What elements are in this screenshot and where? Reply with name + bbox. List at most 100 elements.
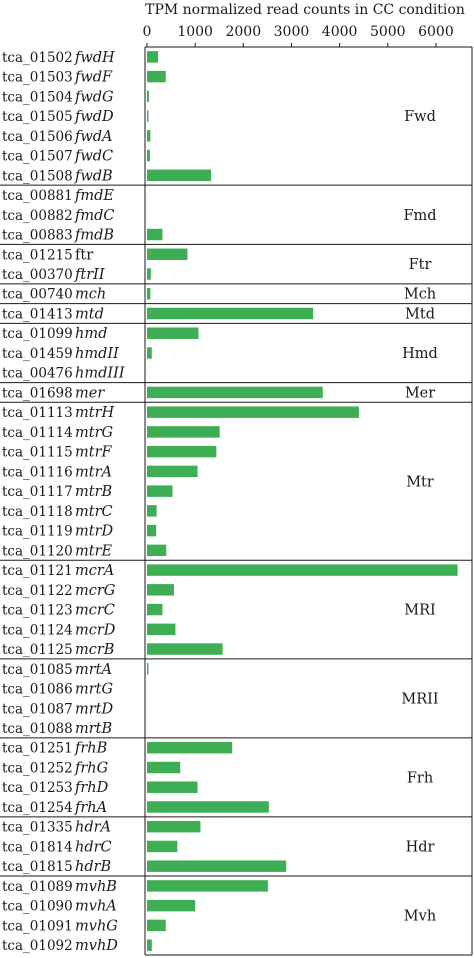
bar-tca_01335 [147,820,201,833]
gene-label: mtrB [75,484,113,500]
gene-label: fwdH [74,50,115,66]
row-id-label: tca_01090 [2,899,73,915]
bar-tca_01121 [147,564,458,576]
gene-label: mtd [75,306,104,322]
gene-label: frhD [74,780,109,796]
gene-label: mtrD [75,524,114,540]
bar-tca_01113 [147,406,359,418]
bar-tca_01215 [147,248,188,260]
row-id-label: tca_01508 [2,168,73,184]
row-id-label: tca_01113 [2,405,73,421]
row-id-label: tca_01117 [2,484,73,500]
gene-label: mvhD [75,938,118,954]
gene-label: hdrB [75,859,112,875]
row-id-label: tca_01089 [2,879,73,895]
gene-label: mrtA [75,662,112,678]
bar-tca_01122 [147,584,174,596]
row-id-label: tca_01505 [2,109,73,125]
row-id-label: tca_01119 [2,524,73,540]
row-id-label: tca_00882 [2,208,73,224]
row-id-label: tca_01507 [2,149,73,165]
row-id-label: tca_01123 [2,603,73,619]
row-id-label: tca_00476 [2,366,73,382]
x-axis-ticks: 0 1000 2000 3000 4000 5000 6000 [143,24,454,47]
gene-label: mch [75,287,106,303]
gene-label: fwdC [74,149,113,165]
gene-label: mtrF [75,445,113,461]
bar-tca_01092 [147,939,152,951]
row-id-label: tca_01085 [2,662,73,678]
gene-label: mvhB [75,879,117,895]
bar-tca_01814 [147,840,178,853]
row-id-label: tca_01253 [2,780,73,796]
row-id-label: tca_01122 [2,583,73,599]
gene-label: fwdG [74,89,114,105]
group-label-hmd: Hmd [402,346,438,362]
bar-tca_01085 [147,663,149,675]
gene-label: frhB [74,741,108,757]
row-id-label: tca_00881 [2,188,73,204]
x-tick-label: 1000 [177,24,213,40]
gene-label: mvhA [75,899,117,915]
x-tick-label: 5000 [370,24,406,40]
gene-label: mtrA [75,464,112,480]
gene-label: mcrB [75,642,115,658]
bar-tca_01508 [147,169,212,182]
gene-label: mtrH [75,405,115,421]
gene-label: mcrA [75,563,114,579]
row-id-label: tca_01092 [2,938,73,954]
gene-label: hmdII [75,346,119,362]
row-id-label: tca_00370 [2,267,73,283]
gene-label: mtrG [75,425,113,441]
row-id-label: tca_01814 [2,839,73,855]
row-id-label: tca_01254 [2,800,73,816]
bar-tca_01698 [147,386,323,399]
gene-label: hmd [75,326,107,342]
bar-tca_01115 [147,445,217,458]
gene-label: mcrD [75,622,116,638]
row-id-label: tca_01504 [2,89,73,105]
bar-tca_01413 [147,307,314,320]
bar-tca_01505 [147,110,149,122]
group-label-mtr: Mtr [406,474,434,490]
x-tick-label: 0 [143,24,152,40]
gene-label: fmdC [74,208,115,224]
group-label-ftr: Ftr [409,257,432,273]
bar-tca_01251 [147,742,233,754]
group-label-mvh: Mvh [404,909,436,925]
gene-label: mrtD [75,701,114,717]
row-id-label: tca_01698 [2,385,73,401]
bar-tca_00740 [147,288,151,300]
gene-label: frhA [74,800,107,816]
gene-label: fmdB [74,228,114,244]
row-id-label: tca_01252 [2,760,73,776]
row-id-label: tca_01459 [2,346,73,362]
row-id-label: tca_01502 [2,50,73,66]
row-id-label: tca_01503 [2,70,73,86]
gene-label: frhG [74,760,108,776]
bar-tca_01506 [147,130,151,142]
row-id-label: tca_00883 [2,228,73,244]
bar-tca_01118 [147,505,157,517]
row-id-label: tca_01815 [2,859,73,875]
bar-tca_01815 [147,860,287,872]
row-id-label: tca_01413 [2,306,73,322]
bar-tca_01116 [147,465,198,478]
gene-label: hdrC [75,839,112,855]
gene-label: hdrA [75,820,111,836]
row-id-label: tca_01116 [2,464,73,480]
x-tick-label: 6000 [418,24,454,40]
bar-tca_01117 [147,485,173,497]
gene-label: fmdE [74,188,114,204]
row-id-label: tca_01506 [2,129,73,145]
gene-label: ftr [75,247,93,263]
chart-title: TPM normalized read counts in CC conditi… [145,2,465,18]
gene-label: fwdF [74,70,113,86]
bar-tca_00370 [147,268,151,280]
row-id-label: tca_01215 [2,247,73,263]
row-id-label: tca_01091 [2,918,73,934]
gene-label: fwdD [74,109,114,125]
gene-label: mrtG [75,682,113,698]
gene-label: mer [75,385,105,401]
